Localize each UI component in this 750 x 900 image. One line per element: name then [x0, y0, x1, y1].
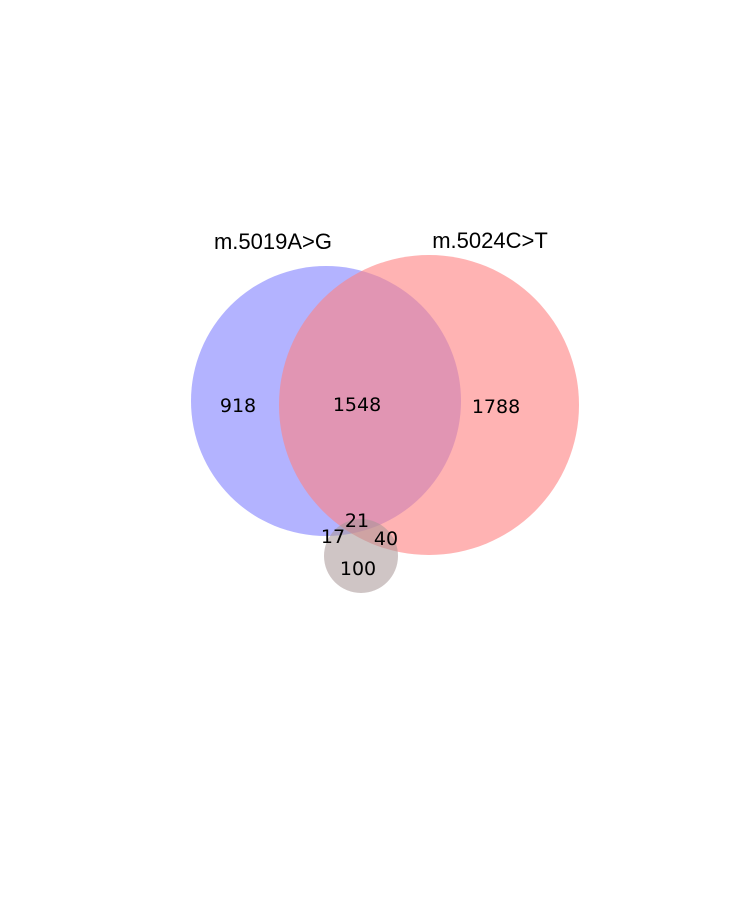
set-circle-c — [324, 519, 398, 593]
region-a-only-count: 918 — [220, 395, 256, 417]
region-b-and-c-count: 40 — [374, 528, 398, 550]
set-label-b: m.5024C>T — [432, 228, 548, 253]
set-circle-b — [279, 255, 579, 555]
region-b-only-count: 1788 — [472, 396, 520, 418]
set-label-a: m.5019A>G — [214, 229, 332, 254]
region-a-and-c-count: 17 — [321, 526, 345, 548]
region-c-only-count: 100 — [340, 558, 376, 580]
region-a-and-b-count: 1548 — [333, 394, 381, 416]
region-a-b-c-count: 21 — [345, 510, 369, 532]
